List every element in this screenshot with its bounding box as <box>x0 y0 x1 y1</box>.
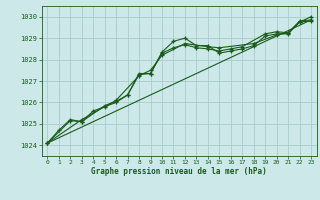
X-axis label: Graphe pression niveau de la mer (hPa): Graphe pression niveau de la mer (hPa) <box>91 167 267 176</box>
